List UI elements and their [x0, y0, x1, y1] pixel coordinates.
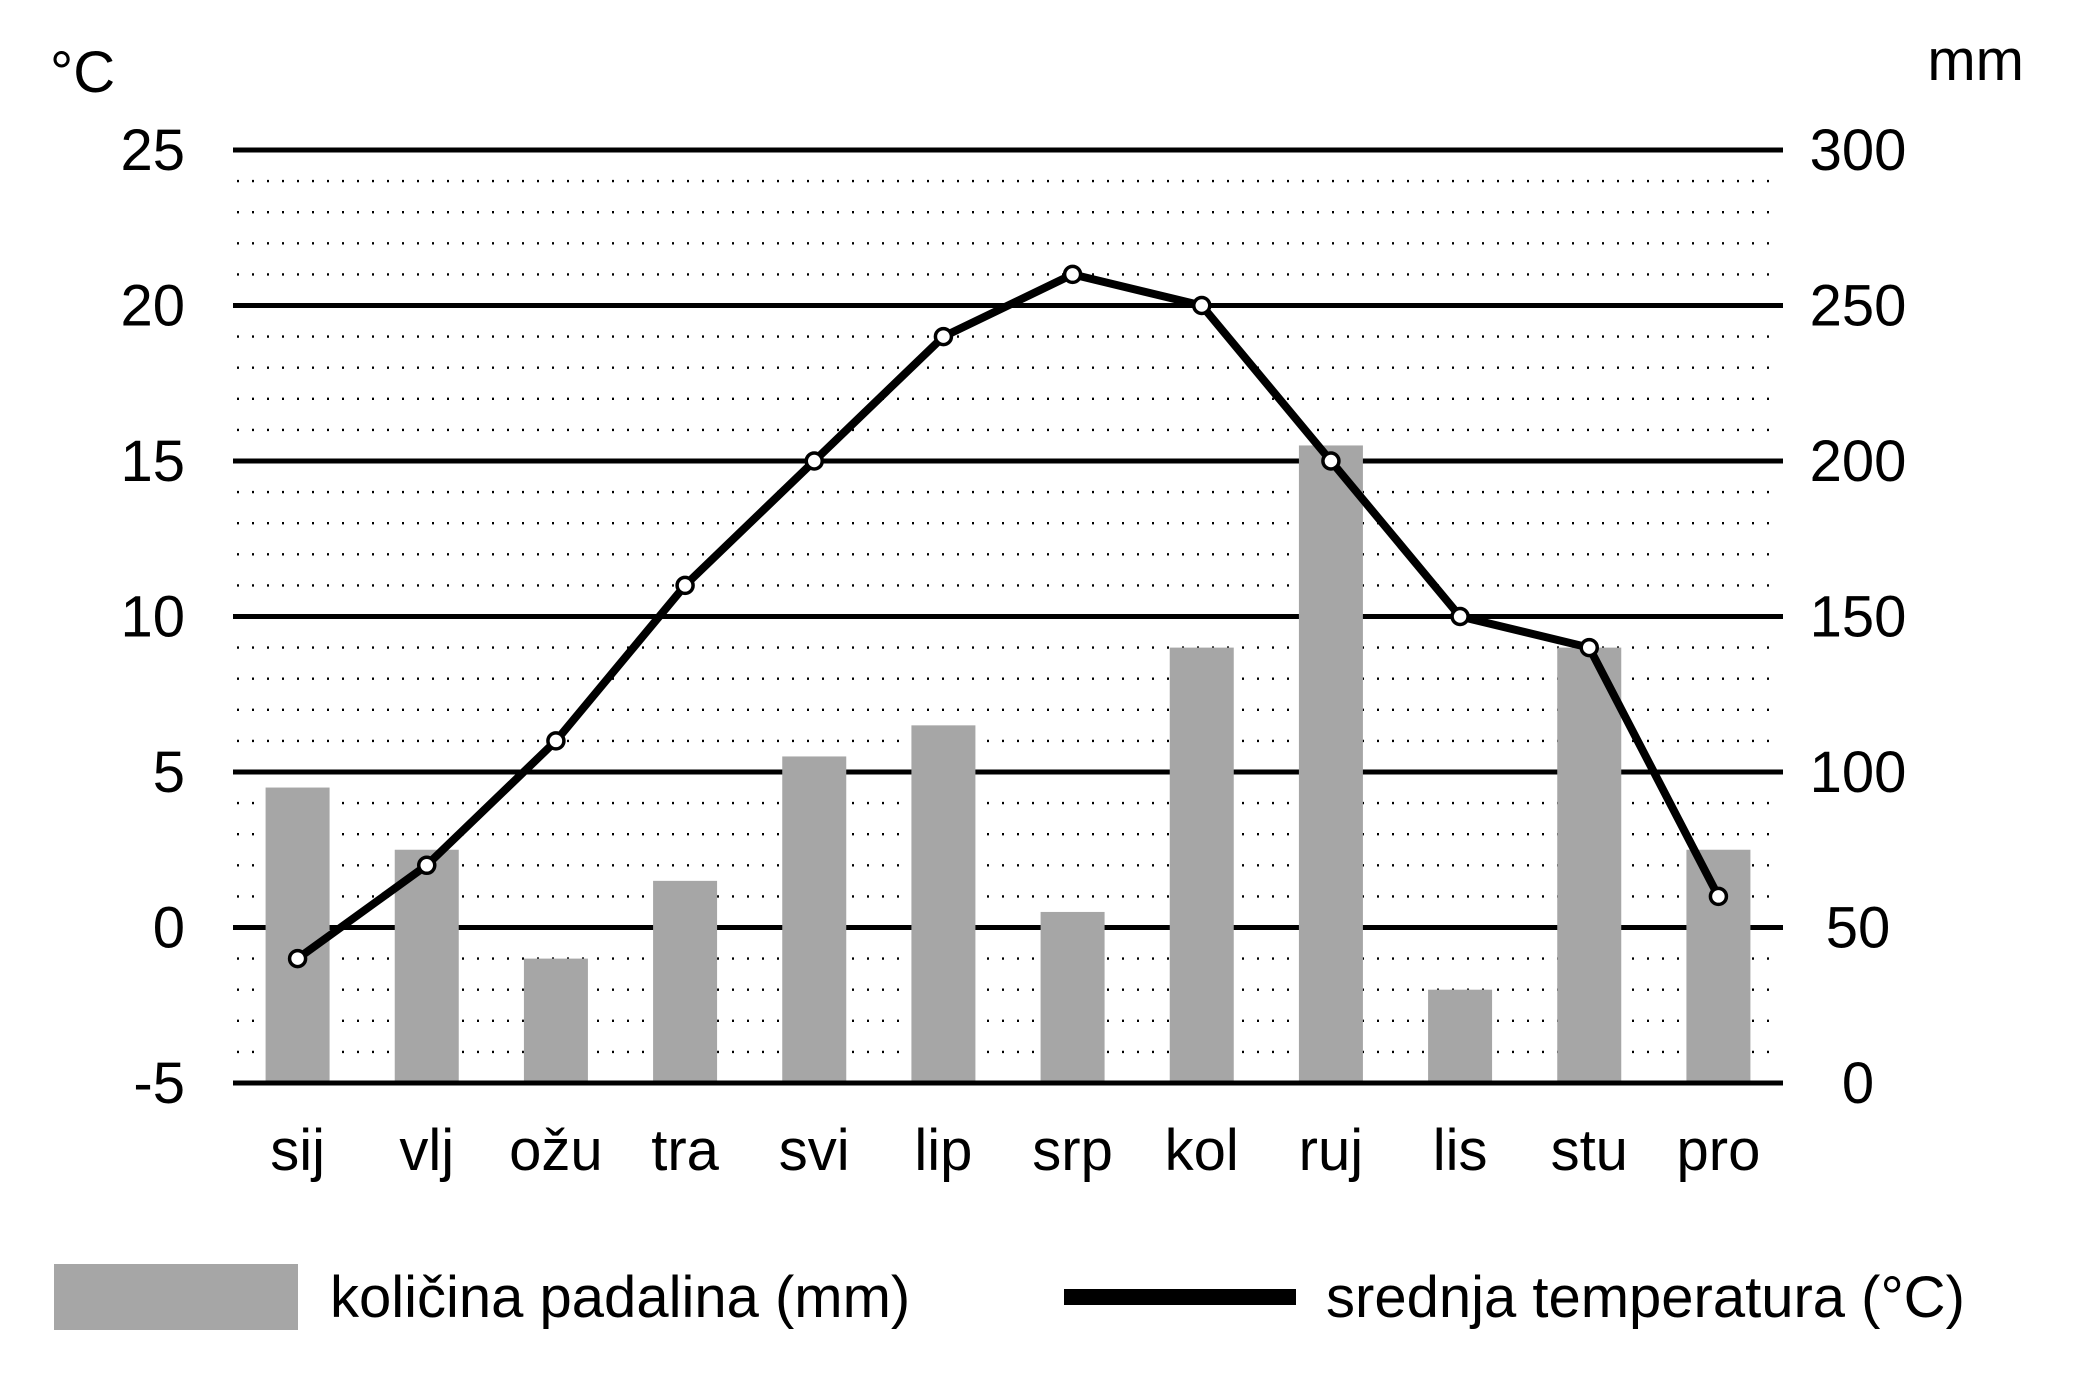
temperature-point	[1579, 637, 1599, 658]
temperature-point	[417, 855, 437, 876]
precipitation-bar	[911, 725, 976, 1083]
left-tick-label: 5	[153, 740, 185, 805]
left-tick-label: 0	[153, 896, 185, 961]
month-label: vlj	[399, 1118, 454, 1183]
month-label: stu	[1551, 1118, 1628, 1183]
left-axis-unit: °C	[50, 40, 115, 105]
temperature-series-line	[295, 270, 1722, 962]
left-tick-label: 10	[120, 585, 185, 650]
temperature-point	[546, 731, 566, 751]
legend: količina padalina (mm)	[54, 1262, 910, 1332]
month-label: svi	[779, 1118, 850, 1183]
right-tick-label: 150	[1810, 585, 1907, 650]
temperature-point	[1321, 451, 1341, 471]
month-labels: sij vlj ožu tra svi lip srp kol ruj lis stu pro	[270, 1118, 1760, 1183]
right-tick-label: 100	[1810, 740, 1907, 805]
left-tick-label: -5	[133, 1051, 185, 1116]
right-tick-label: 200	[1810, 429, 1907, 494]
legend-temperature-label: srednja temperatura (°C)	[1326, 1264, 1965, 1330]
right-tick-label: 50	[1826, 896, 1891, 961]
precipitation-bar	[782, 756, 847, 1083]
precipitation-bar	[1040, 911, 1105, 1083]
month-label: ožu	[509, 1118, 603, 1183]
left-tick-label: 15	[120, 429, 185, 494]
precipitation-bar	[1557, 647, 1622, 1083]
temperature-line	[287, 264, 1729, 969]
legend-temperature-swatch	[1064, 1289, 1296, 1305]
precipitation-bar	[1298, 445, 1363, 1083]
legend-precipitation-swatch	[54, 1264, 298, 1330]
right-tick-label: 0	[1842, 1051, 1874, 1116]
right-axis-unit: mm	[1927, 28, 2024, 93]
precipitation-bar	[653, 880, 718, 1083]
month-label: srp	[1032, 1118, 1113, 1183]
precipitation-bar	[1169, 647, 1234, 1083]
temperature-point	[1192, 295, 1212, 316]
left-tick-label: 25	[120, 118, 185, 183]
month-label: ruj	[1299, 1118, 1363, 1183]
right-axis-ticks: 300 250 200 150 100 50 0	[1810, 118, 1907, 1116]
temperature-point	[804, 451, 824, 471]
temperature-point	[1062, 264, 1083, 285]
month-label: lis	[1433, 1118, 1488, 1183]
precipitation-bar	[523, 958, 588, 1083]
precipitation-bar	[1428, 989, 1493, 1083]
legend-temperature: srednja temperatura (°C)	[1064, 1262, 1965, 1332]
axes: °C mm	[50, 28, 2024, 105]
month-label: lip	[914, 1118, 972, 1183]
precipitation-bar	[394, 849, 459, 1083]
legend-precipitation-label: količina padalina (mm)	[330, 1264, 911, 1330]
month-label: sij	[270, 1118, 325, 1183]
temperature-point	[933, 326, 954, 347]
precipitation-bar	[1686, 849, 1751, 1083]
precipitation-bar	[265, 787, 330, 1083]
month-label: tra	[651, 1118, 719, 1183]
right-tick-label: 250	[1810, 274, 1907, 339]
left-axis-ticks: 25 20 15 10 5 0 -5	[120, 118, 185, 1116]
left-tick-label: 20	[120, 274, 185, 339]
temperature-point	[287, 948, 308, 969]
temperature-point	[675, 575, 695, 596]
grid-lines	[233, 147, 1783, 1086]
month-label: pro	[1677, 1118, 1761, 1183]
month-label: kol	[1165, 1118, 1239, 1183]
right-tick-label: 300	[1810, 118, 1907, 183]
temperature-point	[1708, 886, 1729, 907]
temperature-point	[1450, 606, 1470, 627]
precipitation-bars	[233, 445, 1783, 1086]
